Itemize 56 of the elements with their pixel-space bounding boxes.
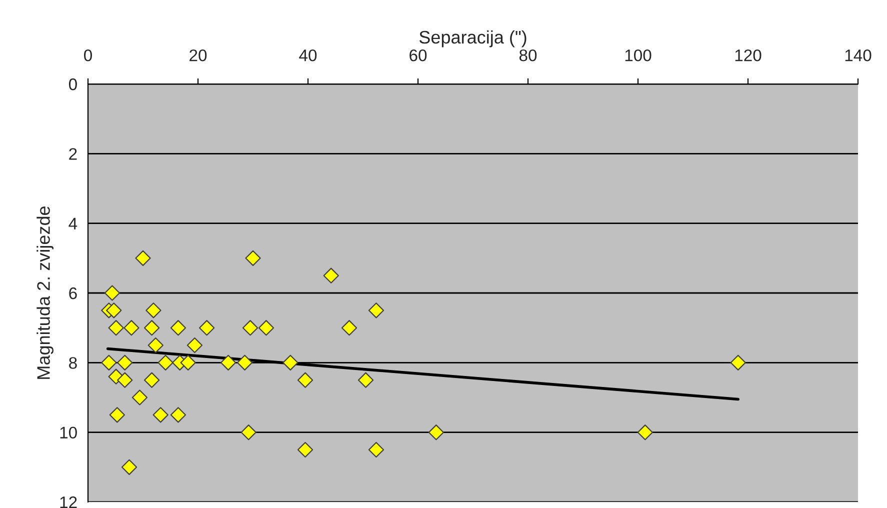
point (144, 372, 160, 388)
y-tick-label: 0 (68, 78, 77, 90)
x-tick-label: 60 (410, 49, 427, 62)
point (242, 320, 258, 336)
y-tick-label: 2 (69, 148, 77, 160)
point (124, 320, 140, 336)
point (730, 354, 746, 371)
x-tick-label: 100 (625, 49, 652, 62)
x-tick-label: 0 (84, 49, 92, 62)
point (240, 424, 256, 440)
point (282, 354, 298, 371)
x-tick-label: 40 (299, 49, 317, 62)
point (109, 407, 125, 423)
point (245, 250, 261, 266)
y-tick-label: 4 (68, 218, 78, 230)
point (297, 442, 314, 458)
x-tick-label: 20 (190, 49, 207, 62)
point (198, 320, 215, 336)
y-axis-title: Magnituda 2. zvijezde (36, 206, 54, 379)
point (108, 320, 124, 336)
x-axis-title: Separacija (") (419, 30, 526, 48)
point (135, 250, 151, 266)
point (297, 372, 314, 388)
y-tick-label: 8 (69, 357, 77, 369)
point (117, 372, 133, 388)
point (236, 354, 253, 371)
point (132, 390, 148, 406)
point (341, 320, 358, 336)
point (258, 320, 274, 336)
y-tick-label: 6 (69, 287, 77, 300)
point (220, 354, 236, 371)
point (170, 407, 186, 423)
point (170, 320, 186, 336)
point (428, 424, 444, 440)
point (148, 337, 164, 354)
point (323, 268, 339, 284)
point (637, 424, 653, 440)
point (104, 285, 120, 301)
point (368, 302, 384, 318)
point (368, 442, 384, 458)
point (186, 337, 203, 354)
point (158, 354, 174, 371)
point (180, 354, 196, 371)
point (121, 459, 138, 476)
point (101, 354, 117, 371)
y-tick-label: 12 (60, 496, 77, 508)
point (152, 407, 168, 423)
y-tick-label: 10 (60, 426, 77, 439)
x-tick-label: 80 (519, 49, 537, 62)
x-tick-label: 120 (735, 49, 762, 62)
point (117, 354, 133, 371)
x-tick-label: 140 (845, 49, 872, 62)
point (146, 302, 162, 318)
point (358, 372, 374, 388)
point (144, 320, 160, 336)
point (106, 302, 122, 318)
